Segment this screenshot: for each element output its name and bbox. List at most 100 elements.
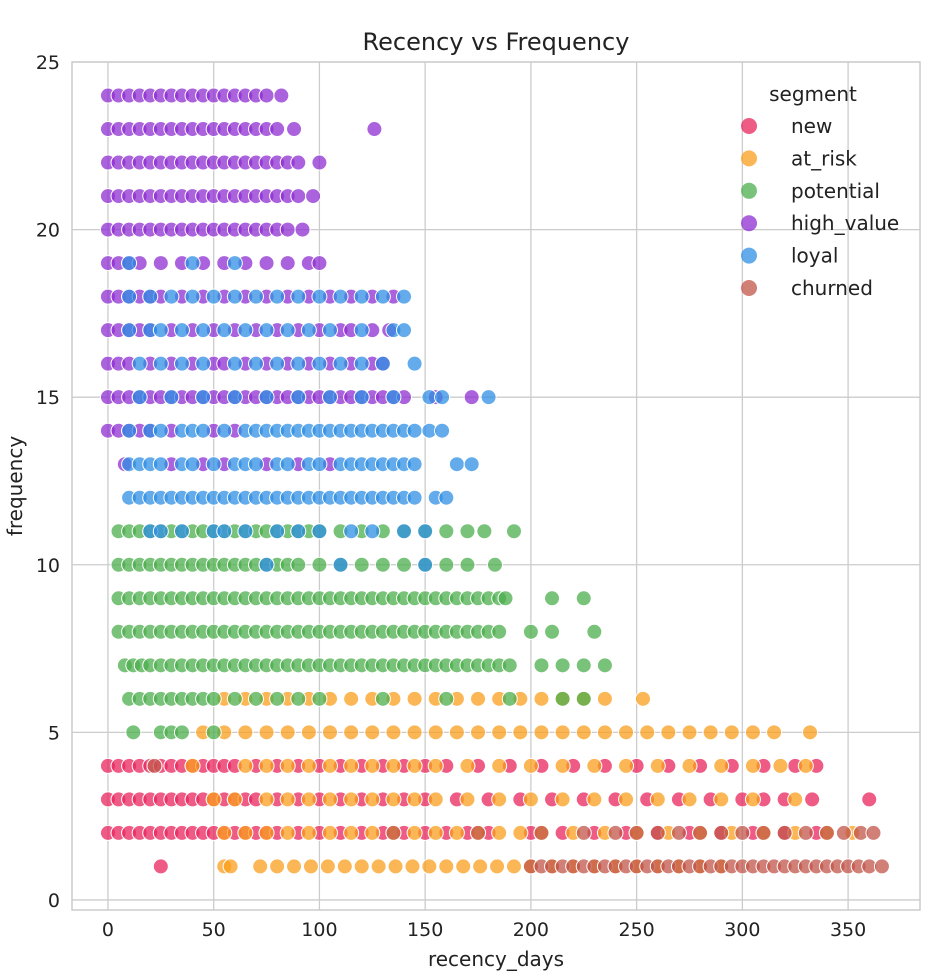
data-point	[269, 858, 286, 875]
data-point	[575, 724, 592, 741]
data-point	[294, 221, 311, 238]
data-point	[427, 757, 444, 774]
data-point	[406, 757, 423, 774]
data-point	[476, 523, 493, 540]
legend: segment new at_risk potential high_valueloy…	[741, 82, 899, 300]
data-point	[319, 858, 336, 875]
data-point	[554, 757, 571, 774]
data-point	[343, 523, 360, 540]
data-point	[279, 791, 296, 808]
data-point	[607, 824, 624, 841]
data-point	[311, 154, 328, 171]
data-point	[332, 556, 349, 573]
data-point	[649, 757, 666, 774]
data-point	[258, 322, 275, 339]
legend-item-new: new	[741, 114, 832, 138]
data-point	[364, 757, 381, 774]
data-point	[321, 389, 338, 406]
data-point	[332, 288, 349, 305]
data-point	[448, 824, 465, 841]
data-point	[522, 757, 539, 774]
data-point	[385, 824, 402, 841]
y-axis-label: frequency	[3, 436, 27, 536]
data-point	[586, 623, 603, 640]
data-point	[766, 724, 783, 741]
data-point	[385, 791, 402, 808]
data-point	[286, 121, 303, 138]
data-point	[173, 355, 190, 372]
data-point	[434, 389, 451, 406]
data-point	[279, 221, 296, 238]
data-point	[505, 858, 522, 875]
legend-marker	[741, 280, 757, 296]
data-point	[448, 724, 465, 741]
data-point	[417, 523, 434, 540]
x-tick-label: 250	[618, 919, 654, 941]
data-point	[226, 791, 243, 808]
legend-marker	[741, 247, 757, 264]
data-point	[639, 724, 656, 741]
data-point	[279, 724, 296, 741]
data-point	[472, 858, 489, 875]
data-point	[311, 456, 328, 473]
data-point	[586, 791, 603, 808]
series-loyal	[121, 255, 497, 573]
data-point	[505, 523, 522, 540]
legend-title: segment	[769, 82, 857, 106]
data-point	[300, 724, 317, 741]
data-point	[290, 288, 307, 305]
data-point	[865, 824, 882, 841]
data-point	[279, 757, 296, 774]
data-point	[216, 322, 233, 339]
data-point	[195, 322, 212, 339]
data-point	[216, 422, 233, 439]
legend-label: churned	[791, 276, 873, 300]
data-point	[205, 288, 222, 305]
data-point	[279, 824, 296, 841]
data-point	[353, 355, 370, 372]
data-point	[152, 322, 169, 339]
data-point	[491, 757, 508, 774]
data-point	[618, 757, 635, 774]
data-point	[364, 824, 381, 841]
data-point	[463, 456, 480, 473]
data-point	[713, 791, 730, 808]
legend-label: at_risk	[791, 146, 857, 170]
data-point	[406, 422, 423, 439]
data-point	[804, 791, 821, 808]
data-point	[321, 757, 338, 774]
data-point	[258, 791, 275, 808]
data-point	[290, 523, 307, 540]
series-high-value	[99, 87, 480, 473]
data-point	[374, 556, 391, 573]
data-point	[364, 791, 381, 808]
data-point	[533, 824, 550, 841]
data-point	[586, 757, 603, 774]
data-point	[302, 858, 319, 875]
data-point	[125, 724, 142, 741]
data-point	[247, 456, 264, 473]
data-point	[406, 355, 423, 372]
data-point	[300, 824, 317, 841]
data-point	[533, 690, 550, 707]
data-point	[321, 791, 338, 808]
data-point	[406, 456, 423, 473]
data-point	[321, 824, 338, 841]
data-point	[438, 690, 455, 707]
data-point	[121, 255, 138, 272]
data-point	[489, 858, 506, 875]
data-point	[406, 489, 423, 506]
data-point	[343, 724, 360, 741]
data-point	[470, 690, 487, 707]
data-point	[184, 757, 201, 774]
data-point	[258, 389, 275, 406]
data-point	[670, 824, 687, 841]
data-point	[522, 623, 539, 640]
data-point	[336, 858, 353, 875]
data-point	[343, 690, 360, 707]
data-point	[692, 824, 709, 841]
data-point	[279, 456, 296, 473]
y-tick-label: 15	[36, 387, 60, 409]
data-point	[649, 824, 666, 841]
data-point	[258, 556, 275, 573]
